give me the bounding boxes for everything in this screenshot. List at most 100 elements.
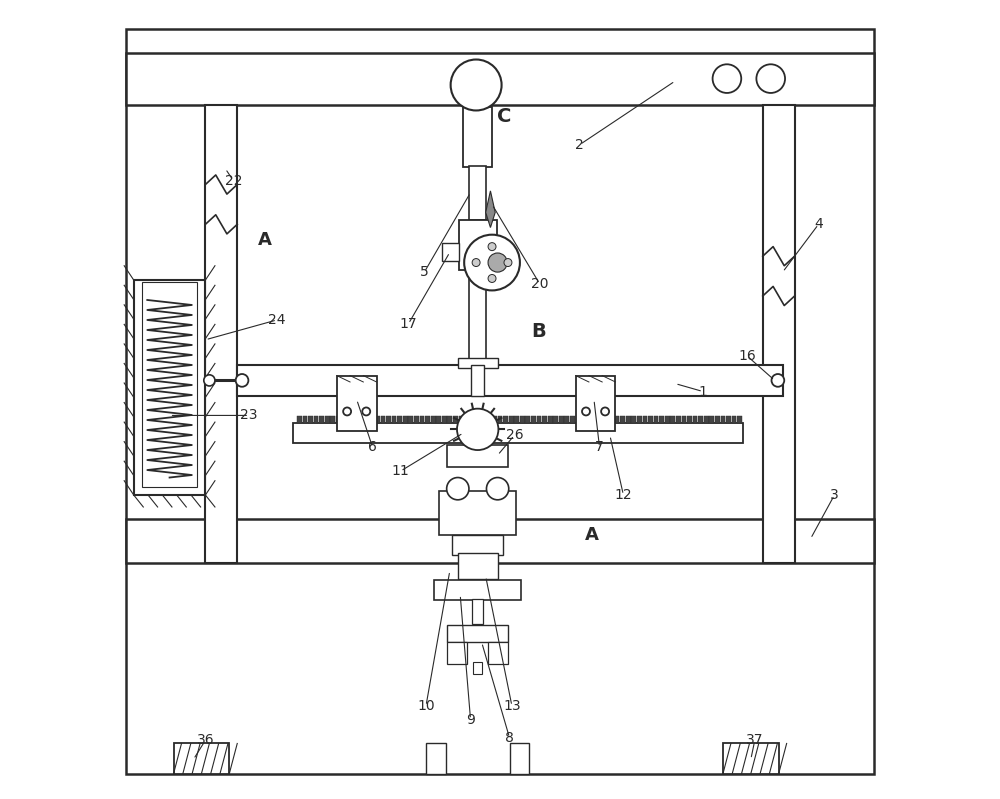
Bar: [471, 365, 484, 396]
Bar: [531, 416, 536, 423]
Bar: [763, 105, 795, 562]
Bar: [358, 416, 363, 423]
Bar: [637, 416, 642, 423]
Bar: [458, 358, 498, 368]
Bar: [709, 416, 714, 423]
Bar: [337, 376, 377, 431]
Bar: [431, 416, 436, 423]
Bar: [643, 416, 647, 423]
Bar: [520, 416, 525, 423]
Bar: [408, 416, 413, 423]
Text: 9: 9: [466, 713, 475, 726]
Bar: [509, 416, 514, 423]
Bar: [425, 416, 430, 423]
Bar: [698, 416, 703, 423]
Polygon shape: [486, 191, 495, 228]
Circle shape: [601, 407, 609, 415]
Bar: [542, 416, 547, 423]
Bar: [293, 423, 743, 443]
Bar: [548, 416, 553, 423]
Bar: [442, 416, 447, 423]
Bar: [472, 598, 483, 624]
Text: 5: 5: [420, 265, 429, 279]
Bar: [626, 416, 631, 423]
Circle shape: [457, 408, 498, 450]
Bar: [732, 416, 736, 423]
Bar: [447, 642, 467, 664]
Bar: [463, 107, 492, 167]
Circle shape: [472, 259, 480, 267]
Text: 24: 24: [268, 313, 286, 327]
Bar: [142, 282, 197, 487]
Bar: [353, 416, 357, 423]
Bar: [587, 416, 592, 423]
Bar: [392, 416, 396, 423]
Bar: [308, 416, 313, 423]
Bar: [609, 416, 614, 423]
Bar: [525, 416, 530, 423]
Bar: [347, 416, 352, 423]
Bar: [442, 244, 459, 261]
Text: 11: 11: [392, 464, 409, 478]
Bar: [559, 416, 564, 423]
Circle shape: [486, 478, 509, 500]
Bar: [598, 416, 603, 423]
Circle shape: [488, 243, 496, 251]
Bar: [615, 416, 619, 423]
Circle shape: [236, 374, 248, 387]
Bar: [570, 416, 575, 423]
Bar: [459, 416, 463, 423]
Circle shape: [488, 253, 507, 272]
Bar: [436, 416, 441, 423]
Text: 20: 20: [531, 277, 549, 291]
Bar: [723, 743, 779, 773]
Bar: [414, 416, 419, 423]
Bar: [604, 416, 608, 423]
Bar: [726, 416, 731, 423]
Bar: [682, 416, 686, 423]
Bar: [704, 416, 709, 423]
Circle shape: [447, 478, 469, 500]
Bar: [581, 416, 586, 423]
Bar: [375, 416, 380, 423]
Text: 26: 26: [506, 428, 523, 443]
Bar: [369, 416, 374, 423]
Bar: [473, 662, 482, 674]
Text: A: A: [585, 526, 599, 544]
Circle shape: [362, 407, 370, 415]
Bar: [397, 416, 402, 423]
Bar: [237, 365, 783, 396]
Circle shape: [504, 259, 512, 267]
Bar: [426, 743, 446, 773]
Text: 10: 10: [417, 699, 435, 713]
Bar: [659, 416, 664, 423]
Bar: [576, 416, 580, 423]
Bar: [488, 642, 508, 664]
Bar: [693, 416, 697, 423]
Bar: [514, 416, 519, 423]
Bar: [721, 416, 725, 423]
Bar: [475, 416, 480, 423]
Bar: [174, 743, 229, 773]
Bar: [537, 416, 541, 423]
Text: 12: 12: [615, 488, 632, 502]
Bar: [576, 376, 615, 431]
Text: 7: 7: [595, 440, 604, 455]
Bar: [715, 416, 720, 423]
Bar: [134, 280, 205, 495]
Bar: [464, 416, 469, 423]
Text: 3: 3: [830, 488, 839, 502]
Bar: [564, 416, 569, 423]
Bar: [553, 416, 558, 423]
Bar: [503, 416, 508, 423]
Bar: [469, 166, 486, 221]
Bar: [420, 416, 424, 423]
Bar: [648, 416, 653, 423]
Text: 1: 1: [699, 384, 707, 399]
Bar: [510, 743, 529, 773]
Text: B: B: [531, 322, 546, 341]
Circle shape: [343, 407, 351, 415]
Text: 17: 17: [400, 317, 417, 331]
Bar: [459, 221, 497, 270]
Bar: [737, 416, 742, 423]
